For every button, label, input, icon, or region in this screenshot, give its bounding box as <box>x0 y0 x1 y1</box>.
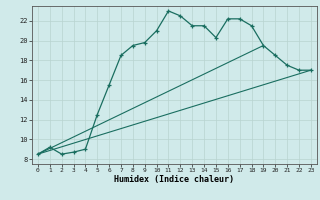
X-axis label: Humidex (Indice chaleur): Humidex (Indice chaleur) <box>115 175 234 184</box>
